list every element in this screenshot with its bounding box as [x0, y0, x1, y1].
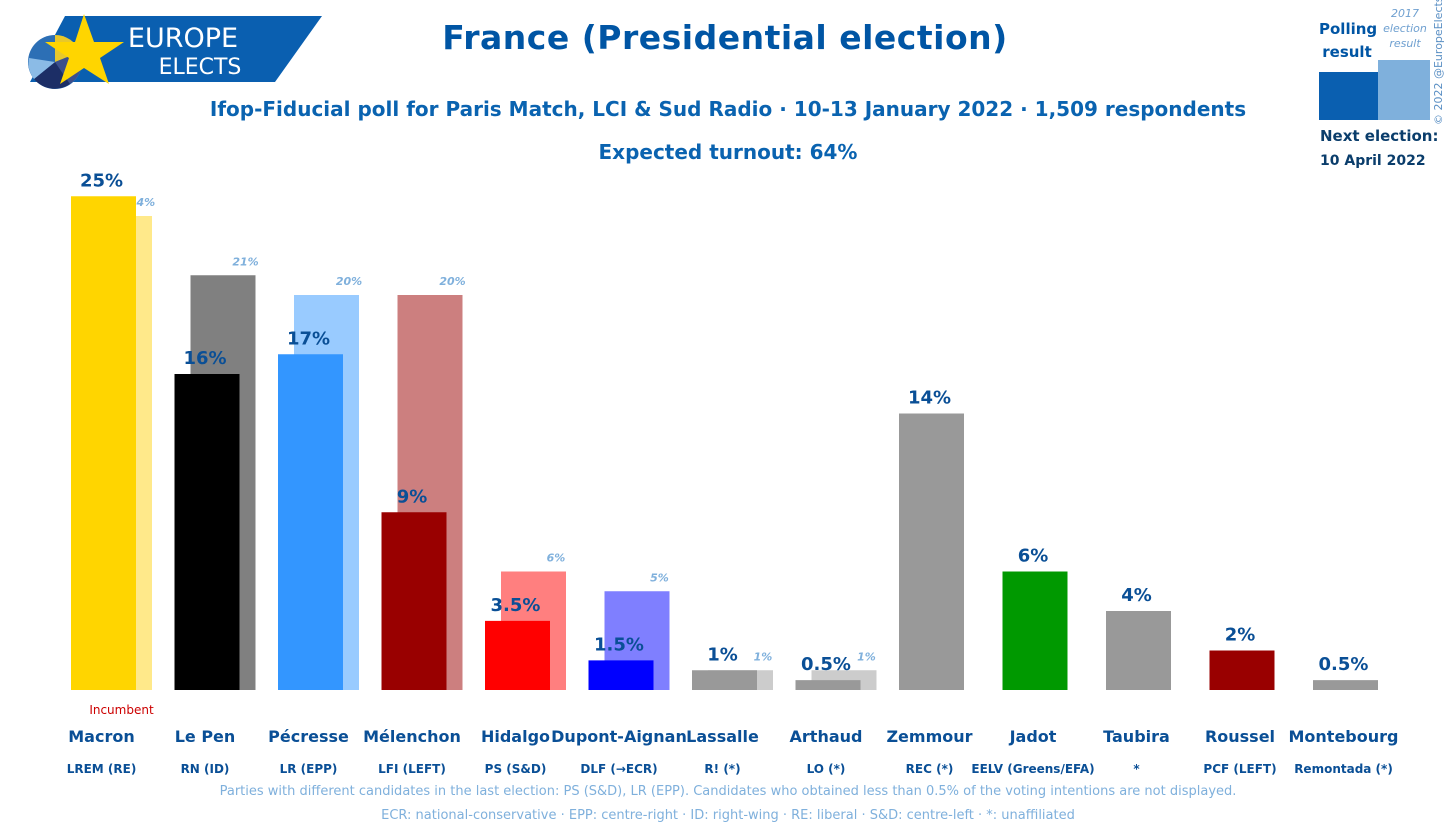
label-2017-arthaud: 1% — [857, 650, 876, 663]
candidate-party-roussel: PCF (LEFT) — [1203, 762, 1276, 776]
logo-star-icon — [45, 14, 124, 84]
label-poll-melenchon: 9% — [397, 486, 428, 507]
legend-polling-label: Polling result — [1319, 18, 1378, 64]
legend-prev-line2: election — [1383, 22, 1427, 35]
bar-poll-arthaud — [795, 680, 861, 690]
bar-poll-le-pen — [174, 374, 240, 690]
poll-subtitle: Ifop-Fiducial poll for Paris Match, LCI … — [209, 97, 1247, 121]
label-poll-roussel: 2% — [1225, 625, 1256, 646]
bar-poll-lassalle — [692, 670, 757, 690]
legend-polling-line1: Polling — [1319, 20, 1378, 38]
bar-poll-taubira — [1106, 611, 1171, 690]
candidate-name-pecresse: Pécresse — [268, 727, 349, 746]
candidate-name-jadot: Jadot — [1009, 727, 1057, 746]
footnote-2: ECR: national-conservative · EPP: centre… — [381, 808, 1075, 823]
europe-elects-logo: EUROPE ELECTS — [28, 14, 322, 89]
logo-text-bottom: ELECTS — [159, 55, 242, 80]
candidate-party-melenchon: LFI (LEFT) — [378, 762, 446, 776]
candidate-name-hidalgo: Hidalgo — [481, 727, 550, 746]
legend-previous-swatch — [1378, 60, 1430, 120]
legend-prev-line3: result — [1389, 37, 1421, 50]
candidate-name-le-pen: Le Pen — [175, 727, 236, 746]
bar-poll-dupont-aignan — [588, 660, 654, 690]
candidate-name-montebourg: Montebourg — [1289, 727, 1399, 746]
label-2017-hidalgo: 6% — [547, 552, 566, 565]
label-2017-pecresse: 20% — [336, 275, 362, 288]
label-2017-le-pen: 21% — [232, 255, 258, 268]
legend-polling-line2: result — [1322, 43, 1372, 61]
candidate-party-zemmour: REC (*) — [906, 762, 954, 776]
label-2017-lassalle: 1% — [754, 650, 773, 663]
next-election-label: Next election: — [1320, 127, 1439, 145]
candidate-name-arthaud: Arthaud — [790, 727, 863, 746]
legend-polling-swatch — [1319, 72, 1378, 120]
bar-poll-roussel — [1209, 650, 1275, 690]
label-poll-dupont-aignan: 1.5% — [594, 634, 644, 655]
bar-poll-pecresse — [278, 354, 343, 690]
label-poll-pecresse: 17% — [287, 328, 330, 349]
expected-turnout: Expected turnout: 64% — [598, 140, 858, 164]
label-poll-le-pen: 16% — [183, 348, 226, 369]
incumbent-label: Incumbent — [89, 703, 154, 717]
candidate-party-macron: LREM (RE) — [67, 762, 137, 776]
candidate-party-montebourg: Remontada (*) — [1294, 762, 1393, 776]
legend-prev-line1: 2017 — [1391, 7, 1419, 20]
candidate-party-le-pen: RN (ID) — [181, 762, 230, 776]
label-poll-taubira: 4% — [1121, 585, 1152, 606]
label-poll-jadot: 6% — [1018, 546, 1049, 567]
candidate-name-taubira: Taubira — [1103, 727, 1170, 746]
candidate-party-dupont-aignan: DLF (→ECR) — [580, 762, 657, 776]
label-poll-arthaud: 0.5% — [801, 654, 851, 675]
candidate-party-jadot: EELV (Greens/EFA) — [971, 762, 1094, 776]
candidate-party-pecresse: LR (EPP) — [280, 762, 338, 776]
logo-text-top: EUROPE — [128, 23, 238, 54]
candidate-name-zemmour: Zemmour — [886, 727, 972, 746]
candidate-name-dupont-aignan: Dupont-Aignan — [551, 727, 687, 746]
candidate-name-macron: Macron — [68, 727, 134, 746]
next-election-date: 10 April 2022 — [1320, 153, 1426, 169]
label-poll-lassalle: 1% — [707, 644, 738, 665]
candidate-party-arthaud: LO (*) — [807, 762, 846, 776]
candidate-party-lassalle: R! (*) — [704, 762, 740, 776]
page-title: France (Presidential election) — [442, 18, 1008, 57]
candidate-name-melenchon: Mélenchon — [363, 727, 461, 746]
label-poll-macron: 25% — [80, 170, 123, 191]
candidate-name-roussel: Roussel — [1205, 727, 1275, 746]
bar-poll-hidalgo — [485, 620, 550, 690]
label-poll-zemmour: 14% — [908, 388, 951, 409]
candidate-party-hidalgo: PS (S&D) — [485, 762, 547, 776]
candidate-party-taubira: * — [1133, 762, 1140, 776]
label-poll-montebourg: 0.5% — [1319, 654, 1369, 675]
footnote-1: Parties with different candidates in the… — [219, 784, 1237, 799]
label-2017-dupont-aignan: 5% — [650, 571, 669, 584]
bar-poll-zemmour — [899, 413, 964, 690]
label-2017-melenchon: 20% — [439, 275, 465, 288]
label-poll-hidalgo: 3.5% — [491, 595, 541, 616]
legend-previous-label: 2017 election result — [1379, 6, 1431, 51]
bar-poll-melenchon — [381, 512, 447, 690]
candidate-name-lassalle: Lassalle — [686, 727, 759, 746]
bar-poll-jadot — [1002, 571, 1068, 690]
bar-poll-montebourg — [1313, 680, 1378, 690]
bar-poll-macron — [71, 196, 136, 690]
